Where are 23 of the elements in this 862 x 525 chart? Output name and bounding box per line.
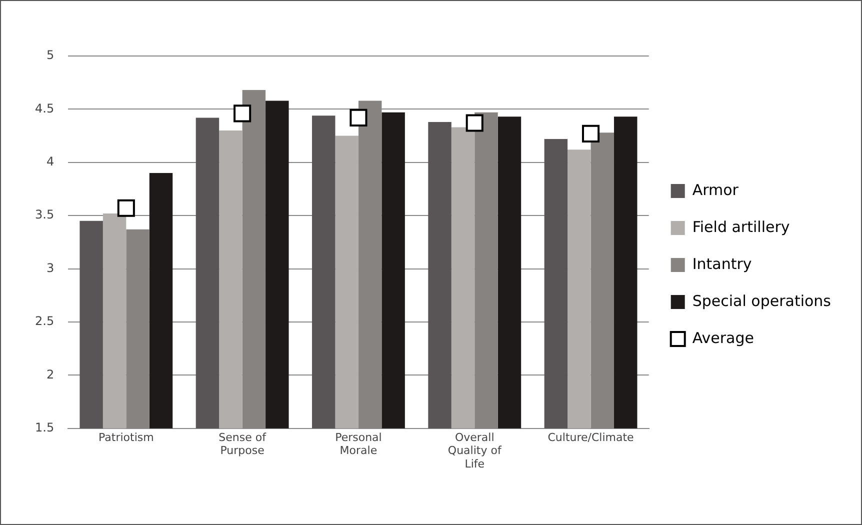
y-tick-label: 2: [46, 367, 54, 382]
legend-label: Field artillery: [692, 218, 790, 236]
point: [117, 199, 135, 217]
y-tick-label: 3: [46, 260, 54, 275]
y-tick-label: 1.5: [34, 420, 54, 435]
point: [350, 108, 368, 126]
x-tick-label: Overall Quality of Life: [448, 430, 502, 470]
y-tick-label: 4: [46, 154, 54, 169]
y-tick-label: 4.5: [34, 101, 54, 116]
x-tick-label: Sense of Purpose: [218, 430, 268, 458]
legend-label: Special operations: [692, 292, 832, 310]
y-tick-label: 5: [46, 48, 54, 62]
legend-label: Intantry: [692, 254, 752, 273]
x-tick-label: Personal Morale: [335, 430, 382, 458]
y-tick-label: 3.5: [34, 208, 54, 222]
point: [466, 114, 484, 132]
y-tick-label: 2.5: [34, 314, 54, 328]
point: [234, 104, 252, 122]
x-tick-label: Patriotism: [98, 430, 154, 444]
point: [582, 124, 600, 142]
x-tick-label: Culture/Climate: [548, 430, 634, 444]
legend-label: Armor: [692, 180, 740, 199]
legend-label: Average: [692, 328, 754, 347]
